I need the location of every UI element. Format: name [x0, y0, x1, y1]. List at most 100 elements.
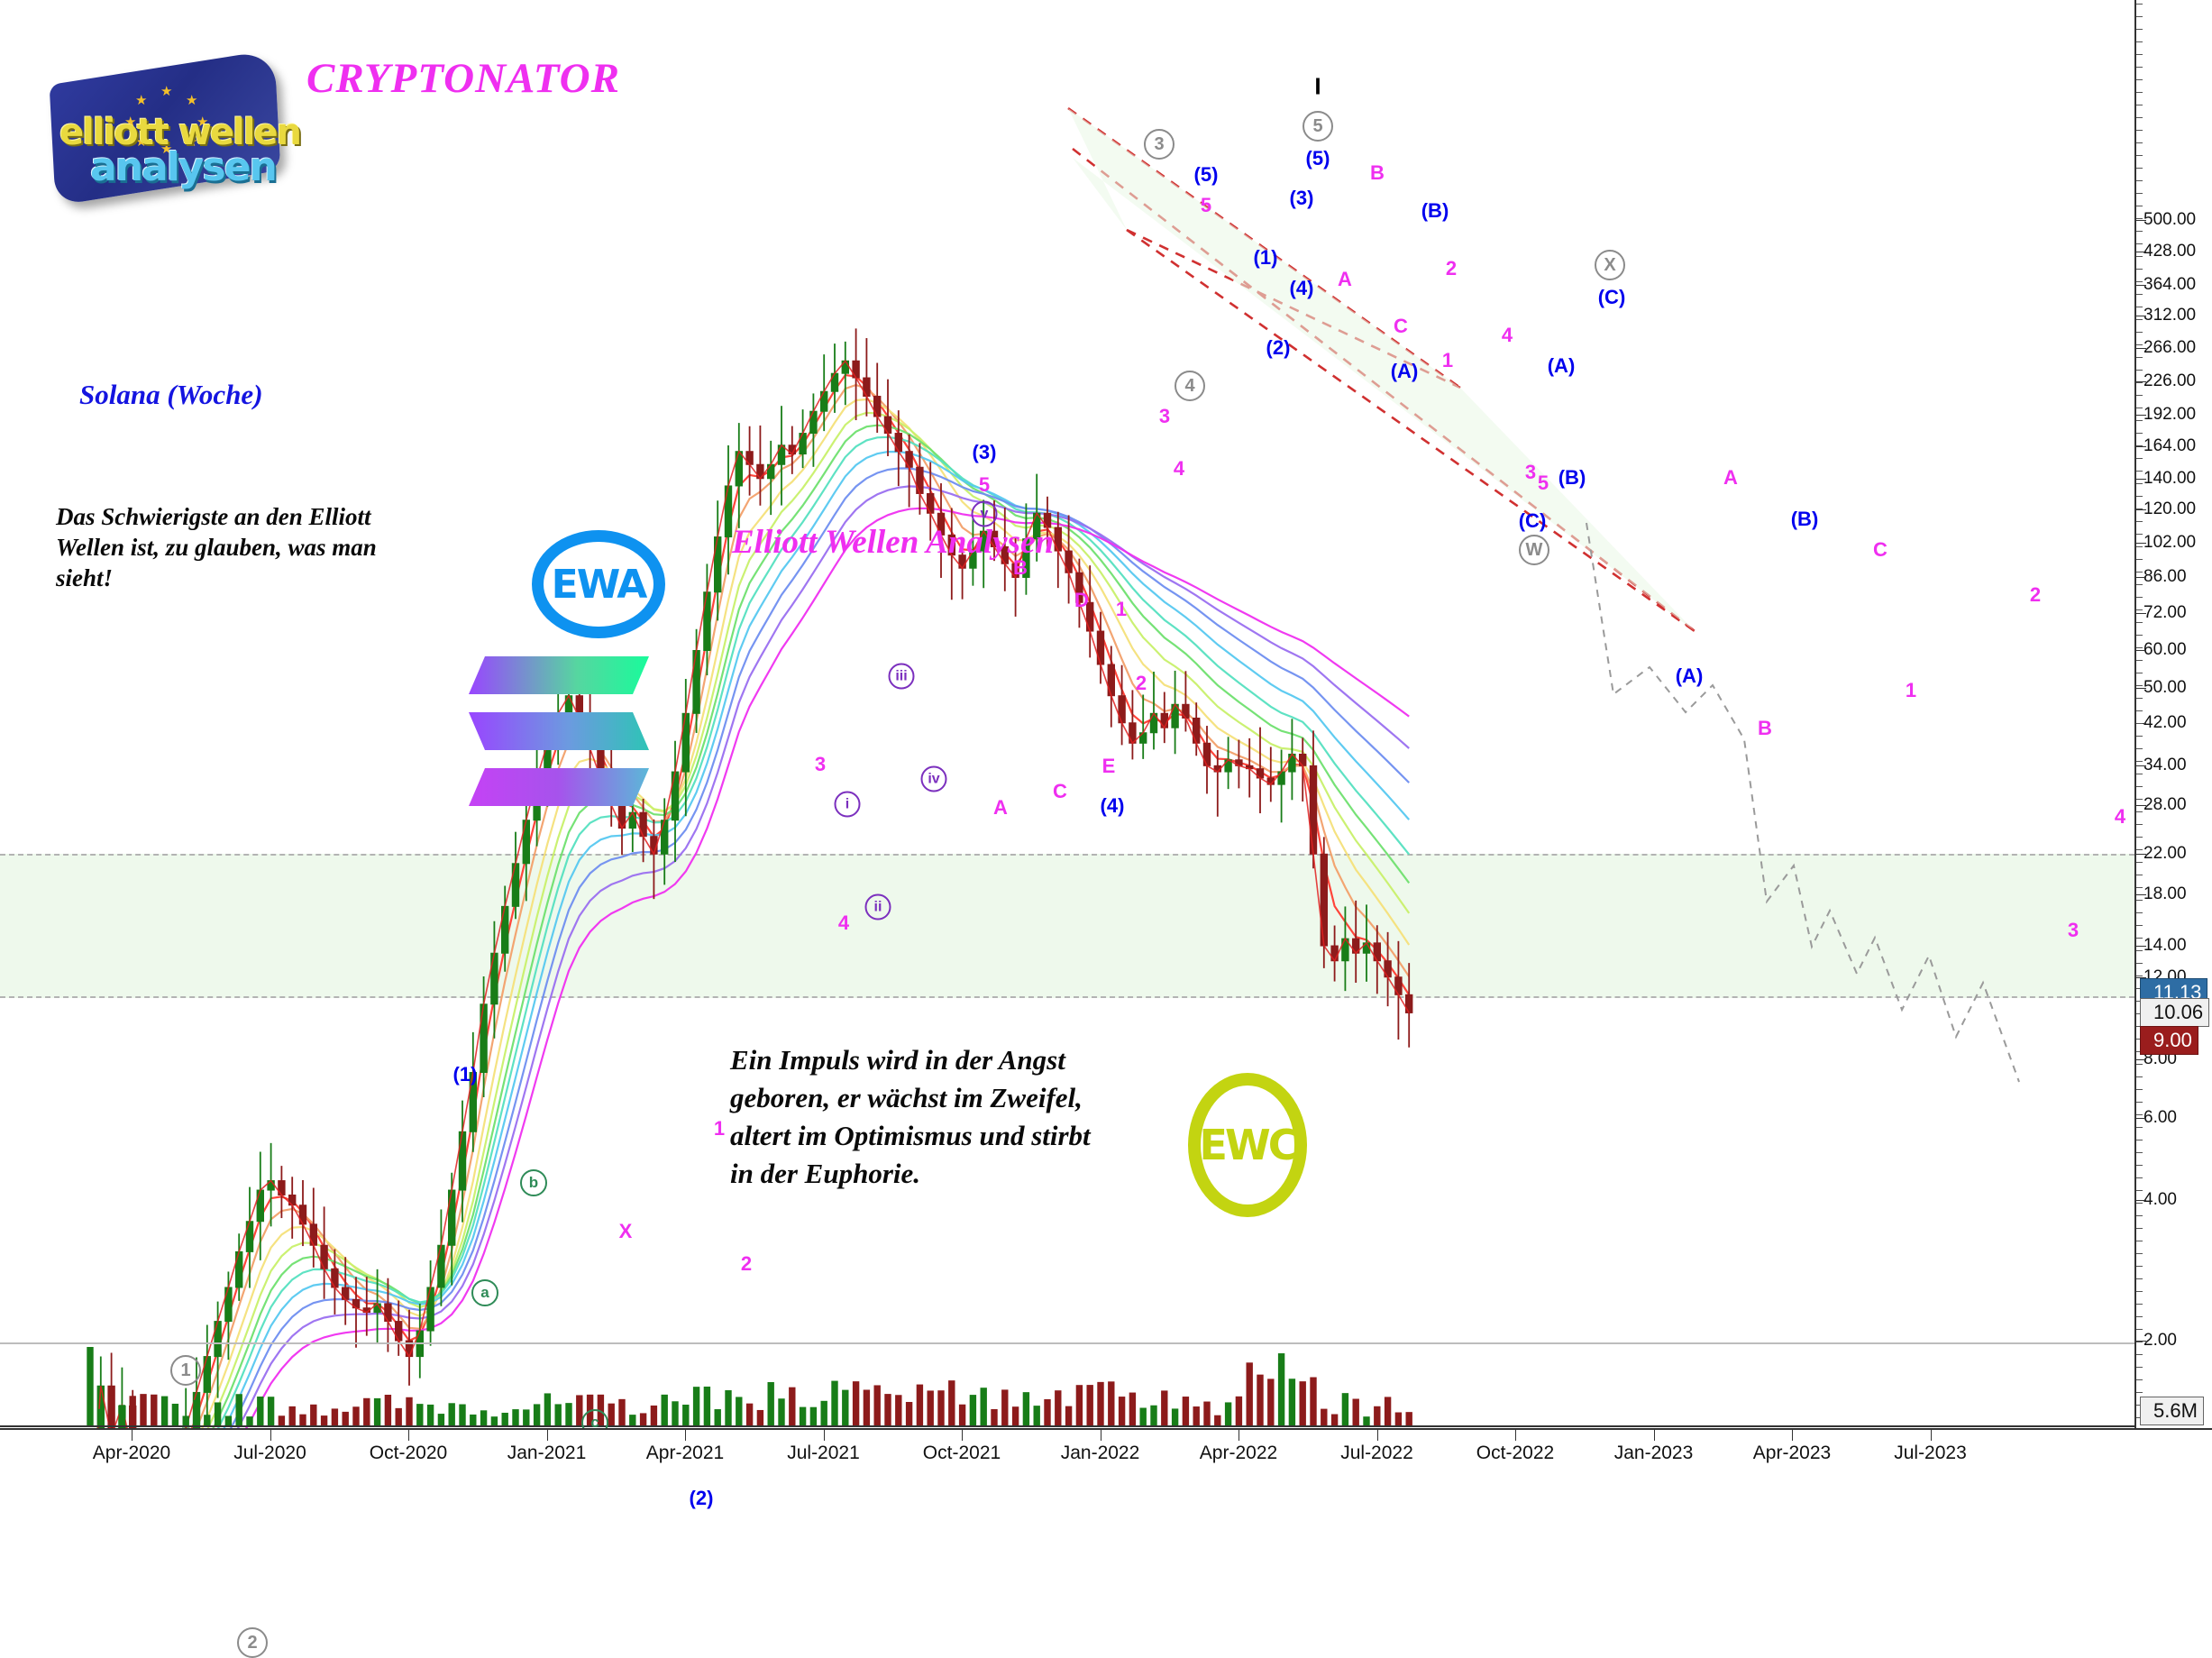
price-minor-tick — [2136, 1266, 2143, 1267]
price-minor-tick — [2136, 142, 2143, 143]
price-minor-tick — [2136, 231, 2143, 232]
candle-body — [1320, 853, 1328, 947]
candle-body — [1405, 994, 1413, 1013]
volume-bar — [544, 1393, 552, 1426]
volume-bar — [1171, 1408, 1179, 1426]
date-tick-label: Apr-2021 — [645, 1443, 725, 1463]
volume-bar — [1352, 1398, 1359, 1426]
volume-bar — [363, 1397, 370, 1426]
price-minor-tick — [2136, 534, 2143, 535]
price-minor-tick — [2136, 546, 2143, 547]
wave-label: (B) — [1421, 199, 1449, 222]
wave-label: A — [1723, 466, 1738, 489]
volume-bar — [342, 1411, 349, 1426]
price-tick-mark — [2136, 650, 2146, 652]
price-minor-tick — [2136, 1165, 2143, 1166]
volume-bar — [224, 1415, 233, 1426]
price-minor-tick — [2136, 1102, 2143, 1103]
volume-bar — [352, 1406, 360, 1426]
price-minor-tick — [2136, 824, 2143, 825]
volume-bar — [767, 1382, 774, 1426]
date-tick-label: Jul-2021 — [787, 1443, 860, 1463]
price-minor-tick — [2136, 584, 2143, 585]
price-minor-tick — [2136, 4, 2143, 5]
wave-label: 3 — [1524, 461, 1537, 483]
wave-label: 1 — [1905, 679, 1917, 701]
volume-bar — [1257, 1374, 1264, 1426]
volume-bar — [1203, 1401, 1211, 1426]
price-tick-mark — [2136, 1200, 2146, 1202]
price-minor-tick — [2136, 1064, 2143, 1065]
quote-right-text: Ein Impuls wird in der Angst geboren, er… — [730, 1044, 1091, 1189]
price-axis[interactable]: 500.00 428.00 364.00 312.00 266.00 226.00 192.… — [2134, 0, 2212, 1428]
price-minor-tick — [2136, 1203, 2143, 1204]
wave-label: 1 — [170, 1355, 201, 1386]
date-tick-mark — [132, 1430, 133, 1441]
brand-text-ewa: Elliott Wellen Analysen — [732, 524, 1055, 561]
price-tick-mark — [2136, 946, 2146, 948]
price-minor-tick — [2136, 29, 2143, 30]
price-minor-tick — [2136, 635, 2143, 636]
ewa-circle-logo: EWA — [532, 530, 665, 638]
volume-bar — [426, 1404, 434, 1426]
volume-bar — [310, 1404, 317, 1426]
price-tick-label: 42.00 — [2143, 712, 2187, 732]
volume-bar — [118, 1405, 126, 1426]
price-tick-mark — [2136, 446, 2146, 448]
ewc-monogram: EWC — [1199, 1121, 1299, 1169]
price-minor-tick — [2136, 218, 2143, 219]
volume-bar — [820, 1400, 827, 1426]
volume-bar — [608, 1403, 615, 1426]
wave-label: 3 — [1158, 405, 1171, 427]
volume-bar — [736, 1397, 743, 1426]
ma-ribbon-line — [236, 485, 1410, 1428]
wave-label: (2) — [1266, 336, 1291, 359]
volume-bar — [1224, 1402, 1232, 1426]
price-minor-tick — [2136, 1379, 2143, 1380]
volume-bar — [639, 1413, 647, 1426]
price-tick-label: 6.00 — [2143, 1107, 2177, 1127]
volume-bar — [1022, 1392, 1030, 1426]
volume-bar — [809, 1406, 818, 1426]
wave-label: 1 — [713, 1117, 726, 1140]
price-minor-tick — [2136, 1177, 2143, 1178]
price-minor-tick — [2136, 799, 2143, 800]
date-tick-label: Jul-2020 — [233, 1443, 306, 1463]
date-axis[interactable]: Apr-2020 Jul-2020 Oct-2020 Jan-2021 Apr-2021… — [0, 1428, 2212, 1476]
elliott-wellen-analysen-logo: ★ ★ ★ ★ ★ ★ ★ ★ elliott wellen analysen — [43, 49, 305, 206]
candle-body — [480, 1003, 488, 1074]
volume-bar — [501, 1412, 508, 1426]
wave-label: C — [1053, 780, 1067, 802]
volume-bar — [1075, 1385, 1083, 1426]
price-tick-label: 192.00 — [2143, 404, 2197, 424]
price-minor-tick — [2136, 281, 2143, 282]
date-tick-mark — [408, 1430, 409, 1441]
candle-body — [724, 485, 733, 538]
wave-label: (B) — [1790, 508, 1819, 530]
volume-badge: 5.6M — [2140, 1397, 2204, 1425]
price-minor-tick — [2136, 1253, 2143, 1254]
price-badge-last: 10.06 — [2140, 998, 2210, 1028]
wave-label: 4 — [837, 911, 850, 934]
volume-bar — [692, 1387, 700, 1426]
eu-stars-icon: ★ ★ ★ ★ ★ ★ ★ ★ — [124, 84, 209, 157]
volume-bar — [140, 1394, 147, 1426]
price-minor-tick — [2136, 54, 2143, 55]
date-tick-label: Apr-2022 — [1199, 1443, 1278, 1463]
wave-label: iii — [888, 663, 915, 690]
date-tick-mark — [685, 1430, 686, 1441]
price-tick-label: 28.00 — [2143, 795, 2187, 815]
price-tick-label: 2.00 — [2143, 1331, 2177, 1351]
volume-bar — [1214, 1415, 1221, 1426]
date-tick-label: Apr-2020 — [92, 1443, 171, 1463]
wave-label: 3 — [814, 753, 827, 775]
wave-label: 4 — [1173, 457, 1185, 480]
wave-label: b — [520, 1169, 547, 1196]
price-minor-tick — [2136, 357, 2143, 358]
price-minor-tick — [2136, 950, 2143, 951]
price-minor-tick — [2136, 1215, 2143, 1216]
price-minor-tick — [2136, 572, 2143, 573]
price-minor-tick — [2136, 622, 2143, 623]
volume-bar — [1065, 1406, 1073, 1426]
